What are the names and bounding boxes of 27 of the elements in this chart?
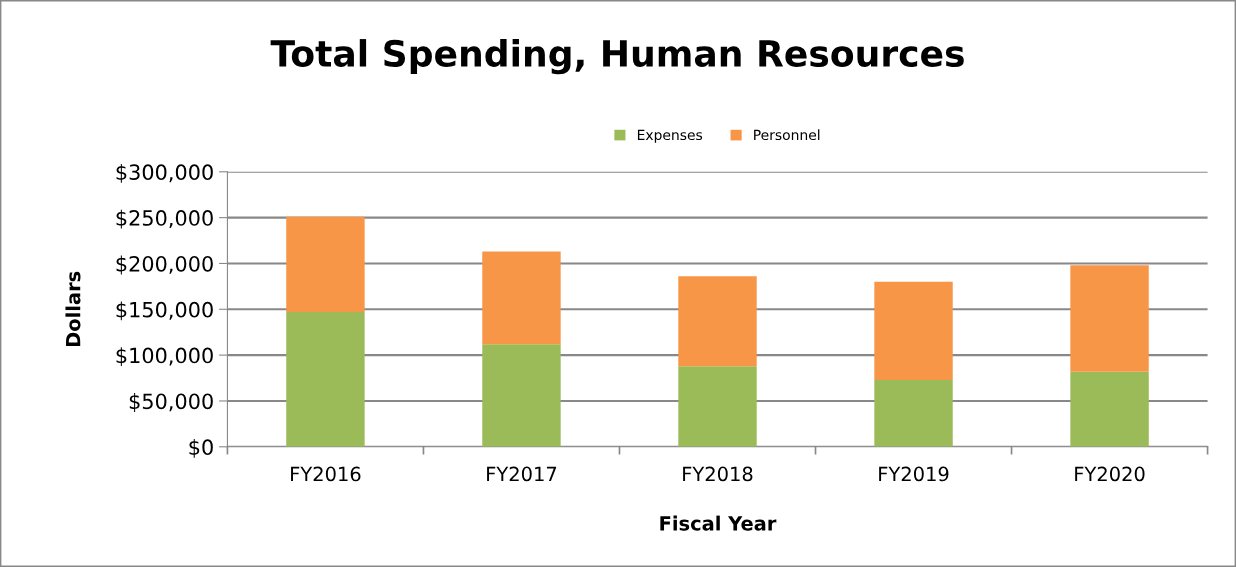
- bar: [678, 276, 757, 367]
- x-tick-label: FY2020: [1075, 466, 1145, 482]
- y-tick-label: $50,000: [129, 393, 213, 412]
- bar: [286, 216, 365, 313]
- y-tick-label: $300,000: [116, 163, 213, 183]
- bar: [678, 366, 757, 447]
- y-tick-label: $200,000: [116, 255, 213, 275]
- bar: [482, 251, 561, 345]
- legend-label: Personnel: [754, 129, 820, 141]
- y-tick-label: $0: [189, 438, 213, 458]
- bar: [286, 312, 365, 447]
- x-tick-label: FY2019: [879, 466, 949, 482]
- bar: [874, 281, 953, 380]
- bar: [482, 344, 561, 447]
- legend-label: Expenses: [637, 129, 703, 143]
- y-axis-title: Dollars: [65, 271, 81, 347]
- bar: [1070, 265, 1149, 372]
- x-axis-title: Fiscal Year: [660, 515, 777, 531]
- y-tick-label: $150,000: [116, 301, 213, 321]
- bar: [874, 379, 953, 447]
- chart-title: Total Spending, Human Resources: [270, 39, 964, 75]
- bar: [1070, 371, 1149, 447]
- x-tick-label: FY2016: [291, 466, 361, 482]
- y-tick-label: $100,000: [116, 347, 213, 367]
- y-tick-label: $250,000: [116, 209, 213, 229]
- x-tick-label: FY2017: [487, 466, 557, 482]
- x-tick-label: FY2018: [683, 466, 753, 482]
